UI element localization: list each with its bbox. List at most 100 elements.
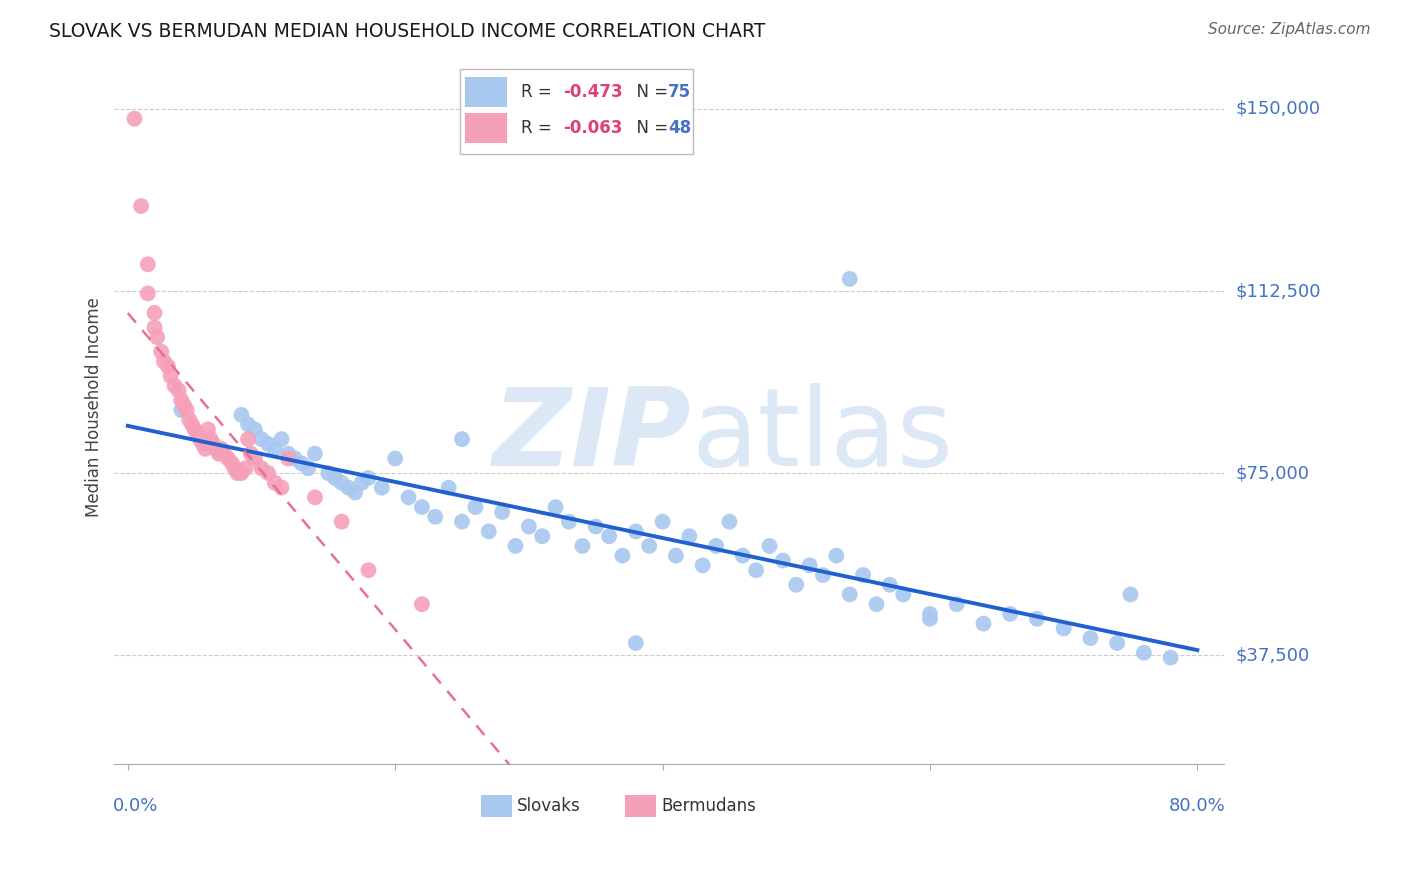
Point	[517, 519, 540, 533]
Point	[217, 451, 239, 466]
Text: Slovaks: Slovaks	[517, 797, 581, 814]
Point	[411, 597, 433, 611]
Point	[159, 369, 181, 384]
Point	[290, 456, 312, 470]
Point	[464, 500, 486, 514]
Point	[891, 587, 914, 601]
Point	[624, 636, 647, 650]
Point	[451, 432, 474, 446]
Text: SLOVAK VS BERMUDAN MEDIAN HOUSEHOLD INCOME CORRELATION CHART: SLOVAK VS BERMUDAN MEDIAN HOUSEHOLD INCO…	[49, 22, 766, 41]
Point	[718, 515, 741, 529]
Bar	[465, 77, 508, 107]
Point	[437, 481, 460, 495]
Point	[398, 491, 420, 505]
Point	[371, 481, 394, 495]
Point	[202, 437, 225, 451]
Point	[243, 451, 266, 466]
Text: -0.473: -0.473	[562, 83, 623, 101]
Text: $112,500: $112,500	[1236, 282, 1320, 300]
Point	[173, 398, 195, 412]
Point	[318, 466, 340, 480]
Point	[263, 442, 285, 456]
Point	[330, 475, 353, 490]
Point	[153, 354, 176, 368]
Point	[257, 437, 280, 451]
Point	[170, 393, 193, 408]
Text: R =: R =	[520, 119, 557, 136]
Point	[731, 549, 754, 563]
Point	[1025, 612, 1047, 626]
Point	[209, 442, 232, 456]
Point	[491, 505, 513, 519]
Text: $37,500: $37,500	[1236, 646, 1309, 665]
Point	[181, 417, 204, 432]
Text: $150,000: $150,000	[1236, 100, 1320, 118]
Bar	[481, 795, 512, 816]
Point	[425, 509, 447, 524]
Bar	[465, 112, 508, 143]
Text: 48: 48	[668, 119, 692, 136]
Point	[284, 451, 307, 466]
Text: -0.063: -0.063	[562, 119, 621, 136]
Point	[143, 306, 166, 320]
Point	[304, 491, 326, 505]
Point	[163, 378, 186, 392]
Point	[825, 549, 848, 563]
Point	[212, 447, 235, 461]
Text: ZIP: ZIP	[494, 383, 692, 489]
Point	[838, 587, 860, 601]
Point	[221, 456, 243, 470]
Point	[745, 563, 768, 577]
Point	[638, 539, 661, 553]
Point	[651, 515, 673, 529]
Point	[270, 481, 292, 495]
Point	[136, 286, 159, 301]
Point	[972, 616, 994, 631]
Point	[129, 199, 152, 213]
Point	[277, 451, 299, 466]
Point	[865, 597, 887, 611]
Point	[179, 413, 201, 427]
Point	[146, 330, 169, 344]
Point	[197, 422, 219, 436]
Point	[330, 515, 353, 529]
Point	[624, 524, 647, 539]
Point	[231, 408, 253, 422]
Point	[571, 539, 593, 553]
Point	[208, 447, 231, 461]
Point	[879, 578, 901, 592]
Point	[337, 481, 360, 495]
Point	[598, 529, 620, 543]
Point	[191, 437, 214, 451]
Point	[531, 529, 554, 543]
Point	[1133, 646, 1156, 660]
Point	[304, 447, 326, 461]
Point	[544, 500, 567, 514]
Point	[250, 461, 273, 475]
Point	[183, 422, 205, 436]
Point	[297, 461, 319, 475]
Point	[585, 519, 607, 533]
Point	[758, 539, 780, 553]
Point	[852, 568, 875, 582]
Point	[357, 471, 380, 485]
Point	[1053, 622, 1076, 636]
Point	[451, 515, 474, 529]
Point	[799, 558, 821, 573]
Point	[1107, 636, 1129, 650]
Text: 80.0%: 80.0%	[1168, 797, 1225, 814]
Point	[692, 558, 714, 573]
Point	[200, 432, 222, 446]
Point	[236, 432, 259, 446]
Point	[170, 403, 193, 417]
Point	[478, 524, 501, 539]
Point	[235, 461, 257, 475]
Text: Bermudans: Bermudans	[661, 797, 756, 814]
Point	[257, 466, 280, 480]
Point	[785, 578, 807, 592]
Point	[226, 466, 249, 480]
Point	[239, 447, 262, 461]
Point	[665, 549, 688, 563]
Point	[167, 384, 190, 398]
Point	[194, 442, 217, 456]
